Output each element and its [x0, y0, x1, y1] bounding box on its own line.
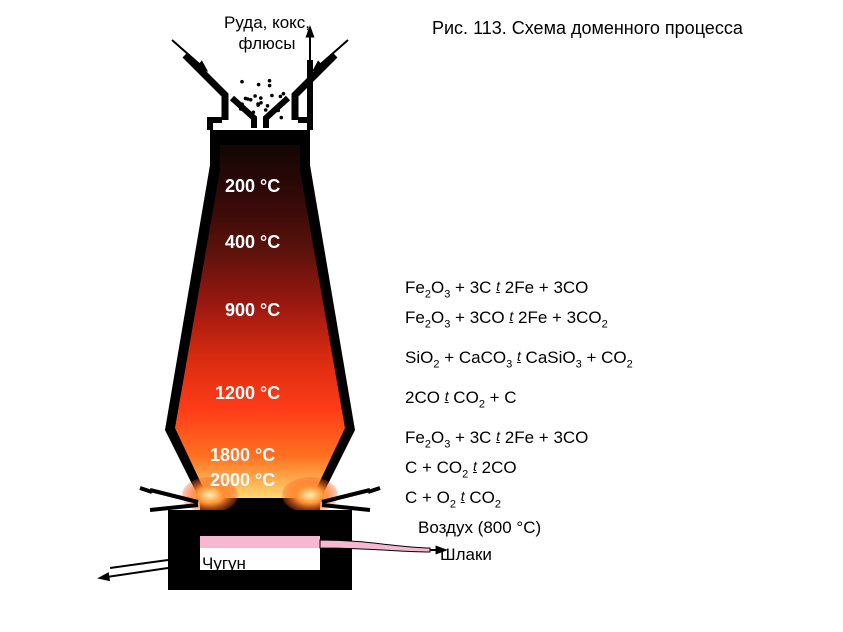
equation-3: SiO2 + CaCO3 t CaSiO3 + CO2 — [405, 348, 633, 370]
equation-1: Fe2O3 + 3C t 2Fe + 3CO — [405, 278, 588, 300]
equation-7: C + O2 t CO2 — [405, 488, 501, 510]
figure-title: Рис. 113. Схема доменного процесса — [432, 18, 743, 39]
iron-label: Чугун — [202, 554, 246, 574]
feed-label: Руда, кокс,флюсы — [224, 12, 310, 55]
equation-6: C + CO2 t 2CO — [405, 458, 517, 480]
temp-2000: 2000 °С — [210, 470, 275, 491]
equation-4: 2CO t CO2 + C — [405, 388, 517, 410]
equation-2: Fe2O3 + 3CO t 2Fe + 3CO2 — [405, 308, 608, 330]
air-label: Воздух (800 °С) — [418, 518, 541, 538]
temp-900: 900 °С — [225, 300, 280, 321]
slag-label: Шлаки — [440, 545, 492, 565]
temp-1800: 1800 °С — [210, 445, 275, 466]
temp-400: 400 °С — [225, 232, 280, 253]
equation-5: Fe2O3 + 3C t 2Fe + 3CO — [405, 428, 588, 450]
temp-200: 200 °С — [225, 176, 280, 197]
temp-1200: 1200 °С — [215, 383, 280, 404]
